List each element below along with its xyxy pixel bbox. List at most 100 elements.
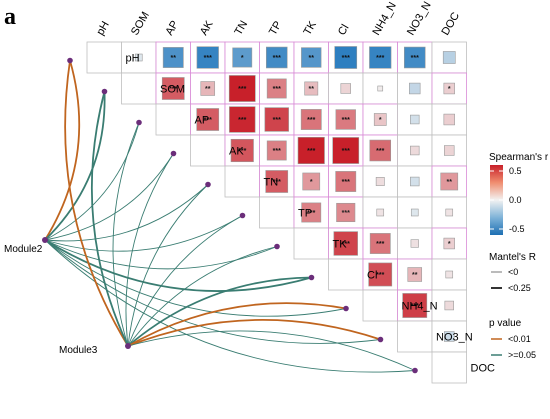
spearman-legend-title: Spearman's r [489,152,549,163]
cell-som-nh4-n [377,85,384,92]
cell-ap-tn [229,106,256,133]
cell-sig-cl-nh4-n: *** [376,272,384,279]
column-labels: pH SOM AP AK TN TP TK Cl NH4_N NO3_N DOC [94,0,462,38]
cell-frame-cl-cl [328,258,364,291]
col-label-tp: TP [267,19,284,37]
cell-sig-ak-cl: *** [342,148,350,155]
cell-ap-ak [196,108,220,131]
cell-sig-som-doc: * [448,86,451,93]
mantel-links [44,59,416,373]
row-label-cl: Cl [367,270,377,282]
link-module2-no3-n [44,239,381,344]
cell-frame-no3-n-no3-n [397,320,433,353]
cell-tp-doc [445,208,454,217]
cell-som-cl [340,83,351,94]
cell-tk-no3-n [410,239,419,248]
link-nodes [42,57,418,374]
spearman-tick-mid: 0.0 [509,195,522,205]
cell-sig-som-tk: ** [309,86,315,93]
col-label-no3-n: NO3_N [405,0,434,37]
cell-sig-ap-cl: *** [342,117,350,124]
cell-frame-ak-doc [431,134,467,167]
cell-sig-ph-no3-n: *** [411,55,419,62]
link-module2-cl [44,239,313,292]
mantel-r-legend-title: Mantel's R [489,252,536,263]
node-tn [205,181,211,188]
col-label-doc: DOC [439,10,462,37]
cell-sig-ph-tk: ** [309,55,315,62]
node-nh4-n [343,305,349,312]
node-ak [170,150,177,157]
link-module2-ap [44,122,140,241]
cell-tk-doc [443,237,455,250]
link-module3-cl [127,276,313,347]
node-som [101,88,108,95]
col-label-ph: pH [94,19,111,37]
cell-som-no3-n [409,82,421,95]
cell-sig-ph-ak: *** [204,55,212,62]
cell-tp-no3-n [410,208,419,217]
cell-sig-tk-doc: * [448,241,451,248]
cell-som-ak [200,81,216,96]
col-label-som: SOM [129,10,152,38]
p-value-item-2: >=0.05 [508,350,536,360]
cell-sig-tn-doc: ** [447,179,453,186]
node-module2 [42,237,48,243]
node-tp [239,212,246,219]
module3-label: Module3 [59,345,98,356]
cell-tn-tp [265,170,289,193]
cell-sig-nh4-n-no3-n: *** [411,303,419,310]
heatmap-cells: ** *** * *** ** *** *** ****** ** *** *** ** **** ***… [86,41,467,384]
cell-sig-ak-tk: *** [307,148,315,155]
cell-sig-ak-tn: *** [238,148,246,155]
link-module3-ak [125,153,174,347]
link-module3-tn [127,184,209,347]
cell-sig-som-ap: *** [169,86,177,93]
link-module3-som [90,90,129,347]
cell-som-tk [304,81,319,96]
cell-som-tn [228,75,256,102]
p-value-item-1: <0.01 [508,334,531,344]
cell-sig-tn-cl: *** [342,179,350,186]
cell-frame-som-som [121,72,157,105]
cell-ap-nh4-n [373,113,387,126]
panel-label: a [4,4,16,30]
link-module3-nh4-n [127,302,347,347]
cell-frame-tk-tk [293,227,329,260]
link-module2-ak [44,153,174,241]
link-module3-tk [127,246,278,347]
node-tk [274,243,280,250]
node-no3-n [377,336,384,343]
cell-sig-ap-nh4-n: * [379,117,382,124]
row-label-ph: pH [126,53,140,65]
link-module2-tn [44,184,209,242]
col-label-tn: TN [232,19,250,38]
cell-ak-tp [266,140,287,161]
cell-ph-doc [442,51,456,64]
cell-frame-ak-ak [190,134,226,167]
cell-sig-ak-nh4-n: *** [376,148,384,155]
cell-ak-tn [230,138,254,163]
cell-nh4-n-doc [444,300,454,311]
cell-sig-tn-tp: *** [273,179,281,186]
link-module3-ph [64,59,129,347]
row-label-no3-n: NO3_N [436,332,473,344]
node-ph [67,57,73,64]
row-label-ak: AK [229,146,244,158]
p-value-legend-title: p value [489,318,522,329]
cell-sig-tp-cl: *** [342,210,350,217]
cell-frame-doc-doc [431,351,467,384]
row-label-som: SOM [160,84,185,96]
cell-ap-tk [300,109,322,130]
cell-tk-nh4-n [369,233,391,254]
cell-tn-no3-n [410,176,420,187]
cell-ph-som [134,53,143,62]
p-value-legend: p value <0.01 >=0.05 [489,318,536,360]
node-cl [308,274,315,281]
module2-label: Module2 [4,244,43,255]
link-module2-doc [44,239,416,373]
cell-ph-no3-n [403,46,426,69]
cell-sig-ap-tn: *** [238,117,246,124]
cell-sig-som-tn: *** [238,86,246,93]
